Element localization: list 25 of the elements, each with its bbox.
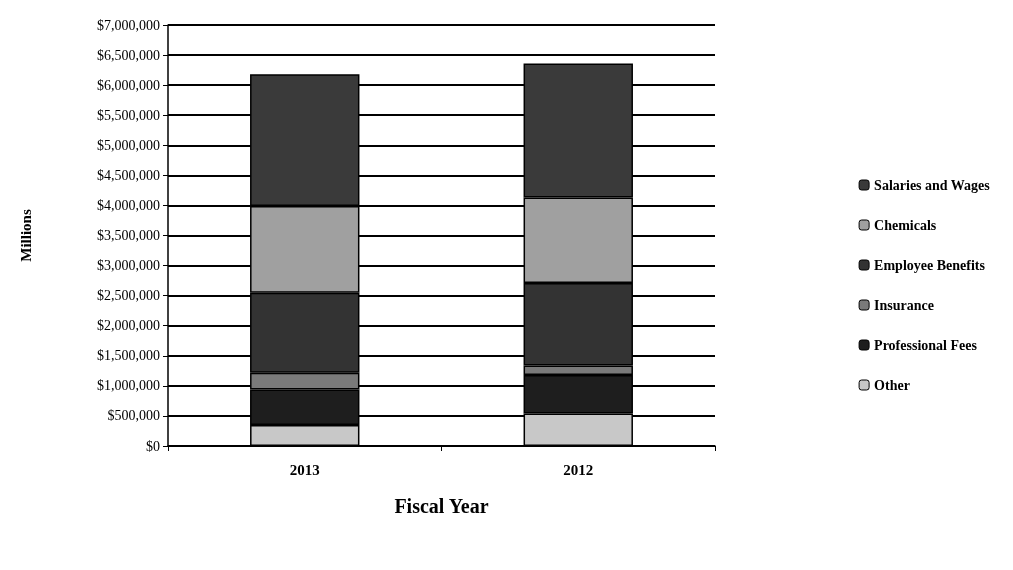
y-tick-label: $3,000,000 [97,258,160,274]
y-tick-label: $4,000,000 [97,197,160,213]
x-tick-label: 2012 [563,461,594,478]
y-tick-label: $3,500,000 [97,228,160,243]
y-tick-label: $7,000,000 [97,17,160,33]
legend-label: Salaries and Wages [874,177,991,193]
legend-label: Professional Fees [874,337,978,353]
legend-label: Other [874,377,910,393]
legend-label: Chemicals [874,217,937,233]
y-tick-label: $6,000,000 [97,77,160,93]
y-tick-label: $1,500,000 [97,348,160,364]
legend-label: Insurance [874,297,934,313]
y-axis-title: Millions [17,209,34,262]
y-tick-label: $1,000,000 [97,378,160,394]
y-tick-label: $5,000,000 [97,137,160,153]
y-tick-label: $5,500,000 [97,107,160,123]
y-tick-label: $2,500,000 [97,288,160,304]
x-tick-label: 2013 [289,461,320,478]
y-tick-label: $2,000,000 [97,318,160,334]
y-tick-label: $4,500,000 [97,167,160,183]
legend-label: Employee Benefits [874,257,986,273]
y-tick-label: $0 [146,438,160,454]
y-tick-label: $500,000 [107,408,160,424]
x-axis-title: Fiscal Year [394,495,489,517]
y-tick-label: $6,500,000 [97,47,160,63]
